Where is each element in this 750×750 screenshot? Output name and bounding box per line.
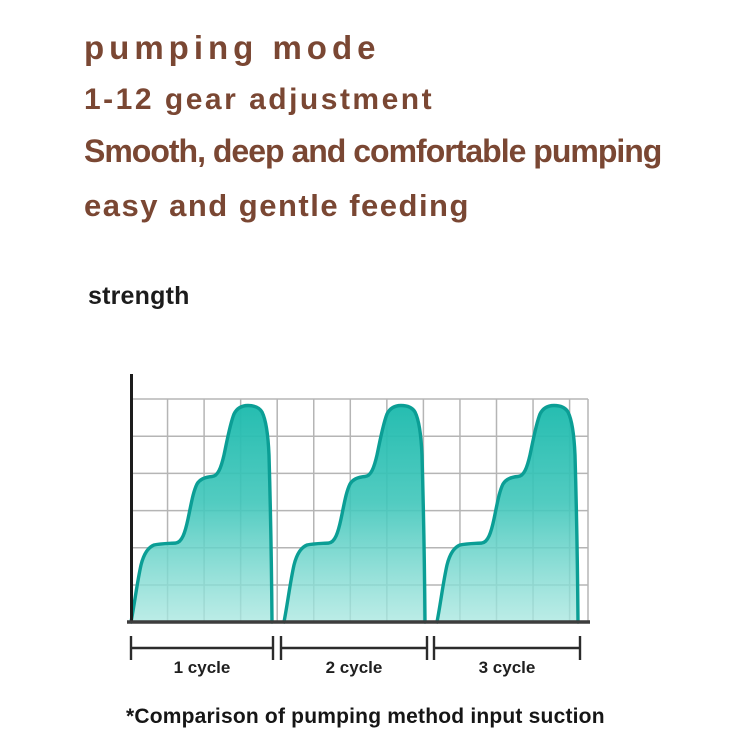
subtitle-gear-adjustment: 1-12 gear adjustment bbox=[84, 83, 435, 116]
subtitle-smooth-pumping: Smooth, deep and comfortable pumping bbox=[84, 133, 662, 169]
page-title: pumping mode bbox=[84, 29, 381, 66]
wave-area-cycle-1 bbox=[131, 405, 272, 622]
axes bbox=[127, 374, 590, 624]
y-axis-label: strength bbox=[88, 282, 190, 310]
subtitle-gentle-feeding: easy and gentle feeding bbox=[84, 188, 470, 223]
x-tick-cycle-2: 2 cycle bbox=[325, 658, 383, 677]
wave-outline-cycle-1 bbox=[129, 403, 274, 624]
wave-area-cycle-3 bbox=[437, 405, 578, 622]
wave-outline-cycle-3 bbox=[435, 403, 580, 624]
wave-area-cycle-2 bbox=[284, 405, 425, 622]
chart-footnote: *Comparison of pumping method input suct… bbox=[126, 705, 605, 728]
x-tick-cycle-1: 1 cycle bbox=[173, 658, 231, 677]
wave-outline-cycle-2 bbox=[282, 403, 427, 624]
cycle-brackets bbox=[129, 636, 582, 660]
x-tick-cycle-3: 3 cycle bbox=[478, 658, 536, 677]
suction-waves bbox=[129, 403, 580, 624]
